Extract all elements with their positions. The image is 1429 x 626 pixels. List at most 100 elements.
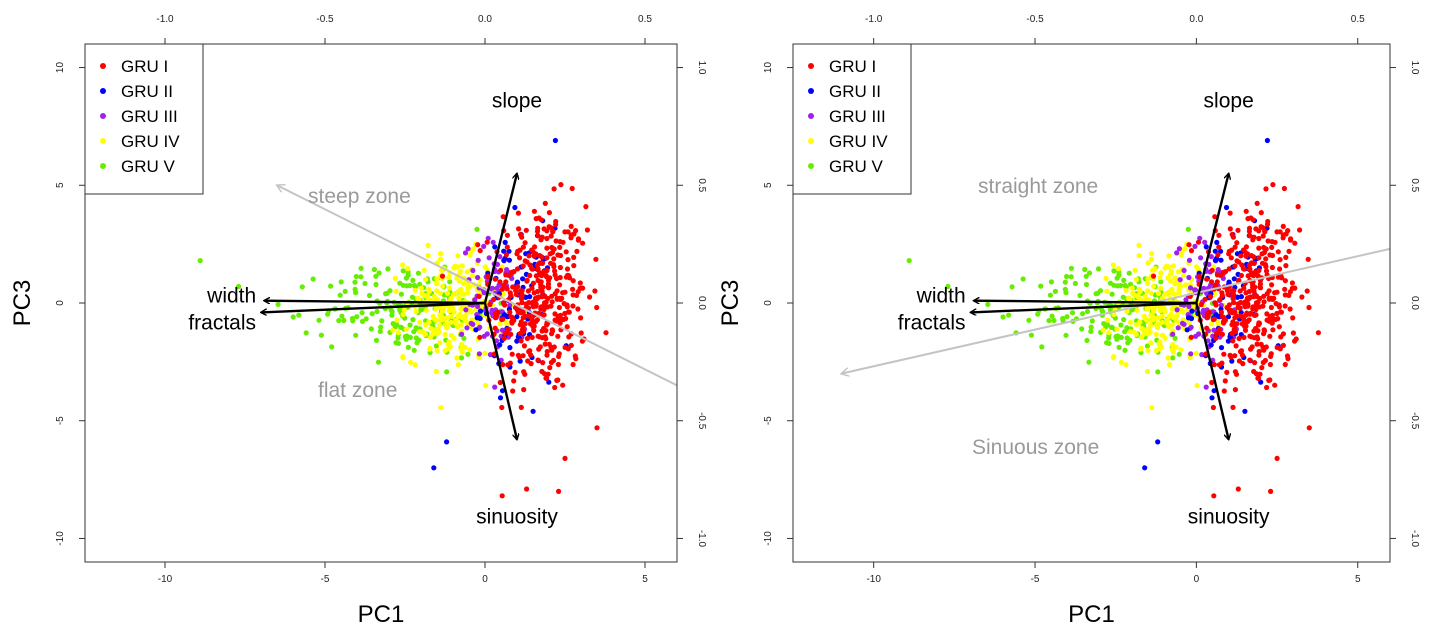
data-point bbox=[461, 335, 467, 341]
legend-entry: GRU II bbox=[121, 82, 173, 101]
data-point bbox=[524, 259, 530, 265]
data-point bbox=[1251, 368, 1257, 375]
data-point bbox=[1216, 232, 1222, 238]
data-point bbox=[455, 253, 461, 259]
data-point bbox=[1135, 294, 1141, 300]
data-point bbox=[451, 309, 457, 315]
data-point bbox=[1084, 337, 1090, 343]
data-point bbox=[1239, 352, 1245, 358]
data-point bbox=[303, 330, 309, 336]
data-point bbox=[1280, 232, 1286, 238]
data-point bbox=[503, 279, 509, 285]
data-point bbox=[1150, 273, 1157, 279]
data-point bbox=[1254, 200, 1260, 206]
data-point bbox=[1170, 263, 1176, 269]
data-point bbox=[1204, 325, 1210, 331]
data-point bbox=[1221, 314, 1227, 320]
data-point bbox=[1216, 244, 1222, 250]
data-point bbox=[1186, 303, 1192, 309]
data-point bbox=[1263, 186, 1269, 192]
right-tick-label: 1.0 bbox=[1409, 61, 1420, 75]
data-point bbox=[1243, 208, 1249, 214]
data-point bbox=[1207, 294, 1214, 300]
legend-box bbox=[792, 43, 912, 195]
data-point bbox=[541, 303, 547, 309]
data-point bbox=[376, 270, 382, 276]
data-point bbox=[1009, 284, 1015, 290]
data-point bbox=[462, 250, 469, 256]
data-point bbox=[544, 274, 550, 280]
data-point bbox=[566, 334, 572, 340]
data-point bbox=[1251, 234, 1257, 240]
data-point bbox=[526, 253, 532, 259]
data-point bbox=[1155, 439, 1161, 445]
data-point bbox=[1138, 334, 1144, 340]
data-point bbox=[1283, 263, 1289, 269]
data-point bbox=[1203, 384, 1209, 390]
data-point bbox=[517, 255, 523, 261]
data-point bbox=[501, 300, 507, 306]
data-point bbox=[1089, 318, 1095, 324]
data-point bbox=[557, 244, 563, 250]
data-point bbox=[1222, 378, 1228, 384]
data-point bbox=[1203, 244, 1209, 250]
data-point bbox=[1176, 287, 1182, 293]
data-point bbox=[571, 254, 577, 260]
legend-marker bbox=[808, 113, 814, 119]
data-point bbox=[1230, 293, 1236, 299]
data-point bbox=[433, 343, 439, 349]
data-point bbox=[1214, 279, 1220, 285]
data-point bbox=[328, 283, 334, 289]
data-point bbox=[1281, 185, 1287, 192]
data-point bbox=[1198, 301, 1204, 308]
data-point bbox=[542, 200, 548, 206]
data-point bbox=[1123, 287, 1129, 293]
data-point bbox=[535, 357, 541, 363]
data-point bbox=[519, 234, 525, 240]
data-point bbox=[557, 282, 563, 288]
data-point bbox=[1224, 288, 1230, 294]
data-point bbox=[510, 388, 516, 394]
data-point bbox=[400, 311, 406, 318]
data-point bbox=[1080, 311, 1086, 317]
data-point bbox=[520, 263, 526, 269]
data-point bbox=[1288, 237, 1294, 243]
data-point bbox=[532, 244, 538, 250]
data-point bbox=[1254, 341, 1260, 347]
data-point bbox=[1186, 319, 1192, 326]
data-point bbox=[1228, 255, 1234, 261]
data-point bbox=[374, 308, 380, 315]
data-point bbox=[1256, 352, 1262, 358]
data-point bbox=[407, 282, 413, 289]
data-point bbox=[1172, 335, 1178, 341]
data-point bbox=[1116, 272, 1122, 278]
data-point bbox=[1118, 282, 1124, 289]
data-point bbox=[1237, 313, 1243, 319]
data-point bbox=[497, 379, 503, 386]
right-tick-label: 0.0 bbox=[1409, 296, 1420, 310]
data-point bbox=[1282, 303, 1288, 309]
data-point bbox=[551, 186, 557, 192]
data-point bbox=[497, 395, 504, 401]
data-point bbox=[1209, 321, 1215, 327]
data-point bbox=[393, 288, 399, 294]
data-point bbox=[1240, 361, 1246, 367]
data-point bbox=[236, 283, 242, 290]
data-point bbox=[535, 233, 541, 239]
data-point bbox=[1199, 352, 1205, 358]
data-point bbox=[544, 245, 550, 251]
data-point bbox=[551, 264, 557, 270]
legend: GRU I GRU II GRU III GRU IV GRU V bbox=[84, 43, 204, 195]
data-point bbox=[1072, 280, 1078, 287]
data-point bbox=[1208, 342, 1214, 348]
data-point bbox=[473, 327, 479, 333]
data-point bbox=[507, 345, 513, 351]
legend-entry: GRU III bbox=[829, 107, 886, 126]
data-point bbox=[1052, 288, 1058, 294]
data-point bbox=[537, 344, 543, 350]
data-point bbox=[1229, 358, 1235, 364]
data-point bbox=[541, 226, 547, 232]
data-point bbox=[1206, 261, 1212, 267]
data-point bbox=[546, 224, 552, 230]
data-point bbox=[1200, 310, 1206, 316]
